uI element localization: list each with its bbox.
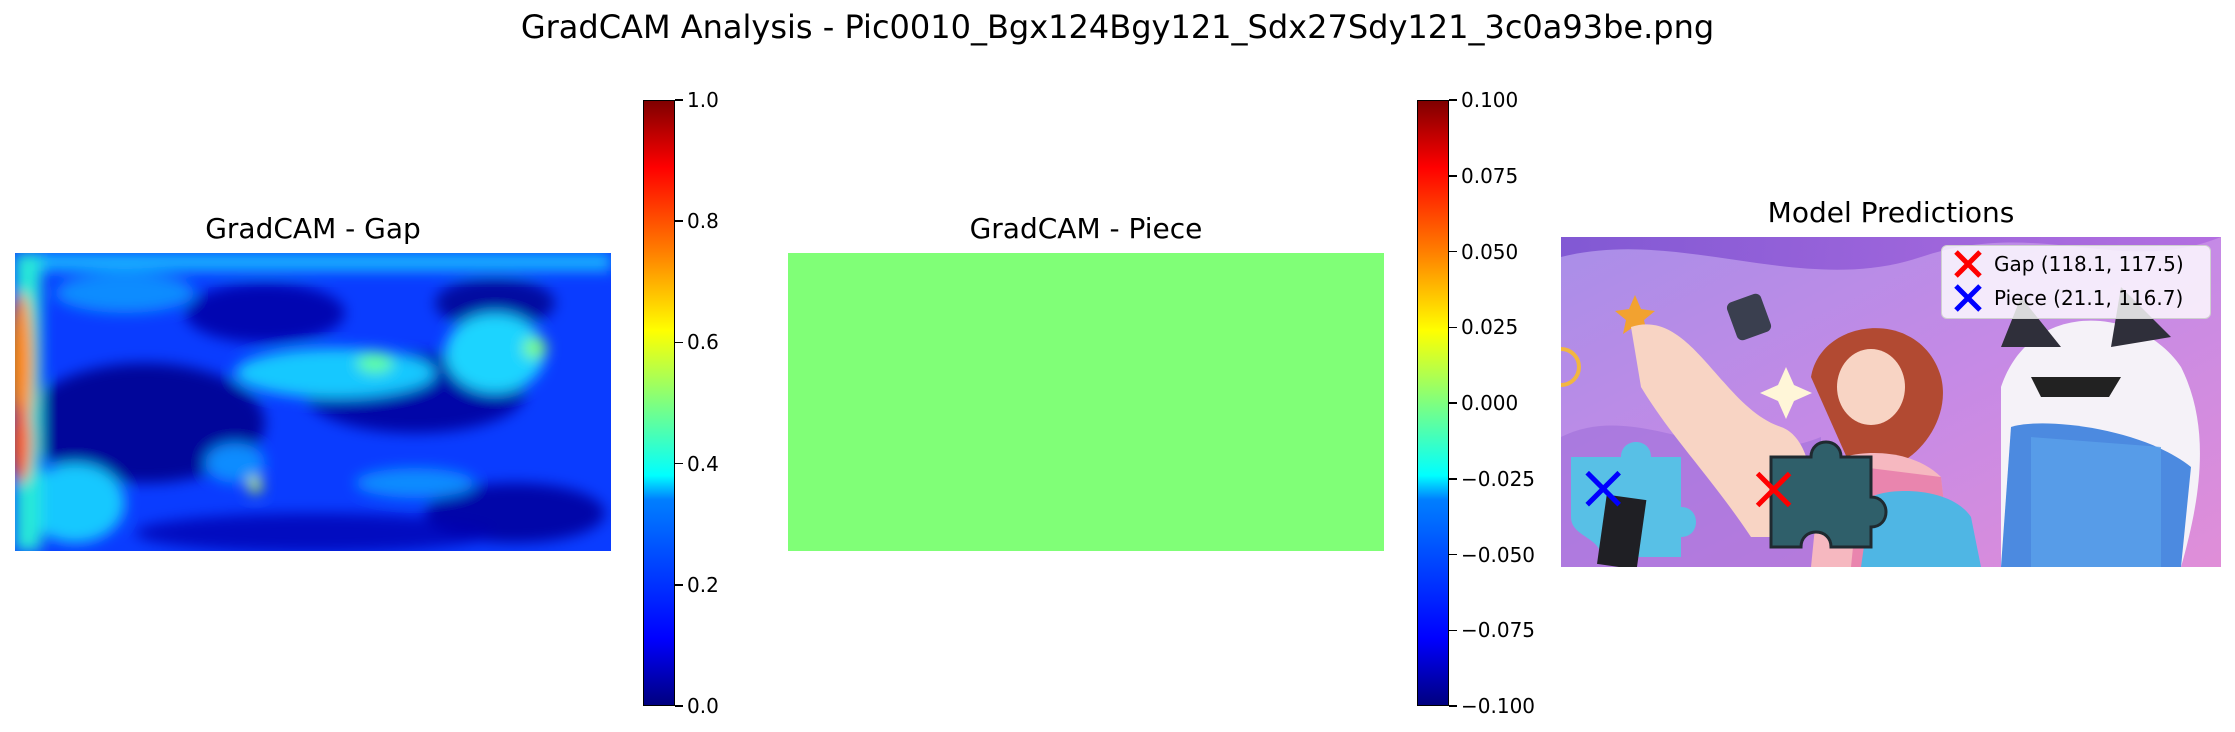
predictions-image: Gap (118.1, 117.5) Piece (21.1, 116.7) — [1561, 237, 2221, 567]
piece-colorbar-tickmark — [1449, 553, 1457, 556]
piece-colorbar-tickmark — [1449, 705, 1457, 707]
piece-colorbar-tickmark — [1449, 629, 1457, 631]
legend-gap-icon — [1954, 250, 1982, 278]
gap-colorbar-tick-label: 0.2 — [687, 572, 719, 597]
gap-marker — [1755, 471, 1792, 508]
piece-colorbar-tick-label: −0.050 — [1461, 542, 1536, 567]
gap-colorbar — [643, 100, 675, 706]
piece-colorbar-tickmark — [1449, 175, 1457, 177]
piece-marker — [1585, 470, 1621, 507]
piece-colorbar-tick-label: 0.100 — [1461, 88, 1519, 112]
legend: Gap (118.1, 117.5) Piece (21.1, 116.7) — [1941, 245, 2211, 319]
gap-colorbar-tickmark — [675, 341, 683, 344]
gap-colorbar-tickmark — [675, 462, 683, 465]
gap-heatmap-title: GradCAM - Gap — [205, 212, 421, 245]
piece-colorbar-tick-label: 0.000 — [1461, 391, 1519, 415]
gap-colorbar-tick-label: 0.4 — [687, 451, 719, 476]
legend-piece-label: Piece (21.1, 116.7) — [1994, 286, 2184, 310]
gap-colorbar-tick-label: 0.6 — [687, 330, 719, 355]
piece-colorbar-tickmark — [1449, 478, 1457, 480]
piece-colorbar-tick-label: −0.075 — [1461, 618, 1536, 643]
piece-colorbar — [1417, 100, 1449, 706]
piece-colorbar-tickmark — [1449, 99, 1457, 101]
gap-heatmap — [15, 253, 611, 551]
piece-colorbar-tick-label: 0.075 — [1461, 163, 1519, 188]
gap-colorbar-tickmark — [675, 99, 683, 101]
piece-colorbar-tick-label: 0.025 — [1461, 315, 1519, 340]
legend-piece-icon — [1954, 284, 1982, 312]
legend-gap-label: Gap (118.1, 117.5) — [1994, 252, 2184, 276]
figure-title: GradCAM Analysis - Pic0010_Bgx124Bgy121_… — [520, 8, 1715, 46]
piece-heatmap — [788, 253, 1384, 551]
gap-colorbar-tick-label: 0.8 — [687, 209, 719, 234]
piece-colorbar-tick-label: 0.050 — [1461, 239, 1519, 264]
piece-colorbar-tick-label: −0.100 — [1461, 694, 1536, 718]
gap-colorbar-tickmark — [675, 705, 683, 707]
piece-colorbar-tickmark — [1449, 326, 1457, 328]
gap-colorbar-tick-label: 0.0 — [687, 694, 719, 718]
piece-colorbar-tick-label: −0.025 — [1461, 466, 1536, 491]
piece-heatmap-title: GradCAM - Piece — [969, 212, 1203, 245]
piece-colorbar-tickmark — [1449, 250, 1457, 253]
gap-colorbar-tick-label: 1.0 — [687, 88, 719, 112]
predictions-title: Model Predictions — [1767, 196, 2015, 229]
gap-colorbar-tickmark — [675, 220, 683, 222]
gap-colorbar-tickmark — [675, 584, 683, 586]
piece-colorbar-tickmark — [1449, 402, 1457, 404]
